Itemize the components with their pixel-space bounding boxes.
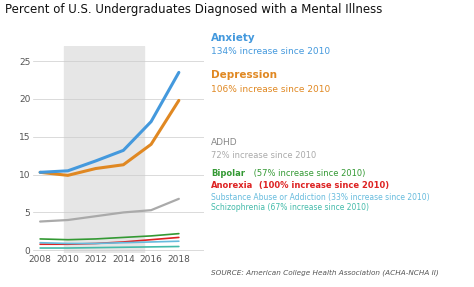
Text: (57% increase since 2010): (57% increase since 2010) bbox=[251, 169, 365, 178]
Text: ADHD: ADHD bbox=[211, 138, 237, 147]
Bar bbox=[64, 46, 144, 253]
Text: Anorexia: Anorexia bbox=[211, 181, 253, 190]
Text: Depression: Depression bbox=[211, 70, 277, 80]
Text: Bipolar: Bipolar bbox=[211, 169, 245, 178]
Text: Percent of U.S. Undergraduates Diagnosed with a Mental Illness: Percent of U.S. Undergraduates Diagnosed… bbox=[5, 3, 382, 16]
Text: (100% increase since 2010): (100% increase since 2010) bbox=[256, 181, 389, 190]
Text: 134% increase since 2010: 134% increase since 2010 bbox=[211, 47, 330, 56]
Text: Anxiety: Anxiety bbox=[211, 33, 255, 43]
Text: Schizophrenia (67% increase since 2010): Schizophrenia (67% increase since 2010) bbox=[211, 203, 369, 212]
Text: SOURCE: American College Health Association (ACHA-NCHA II): SOURCE: American College Health Associat… bbox=[211, 269, 438, 276]
Text: 72% increase since 2010: 72% increase since 2010 bbox=[211, 151, 316, 160]
Text: Substance Abuse or Addiction (33% increase since 2010): Substance Abuse or Addiction (33% increa… bbox=[211, 193, 429, 202]
Text: 106% increase since 2010: 106% increase since 2010 bbox=[211, 85, 330, 94]
